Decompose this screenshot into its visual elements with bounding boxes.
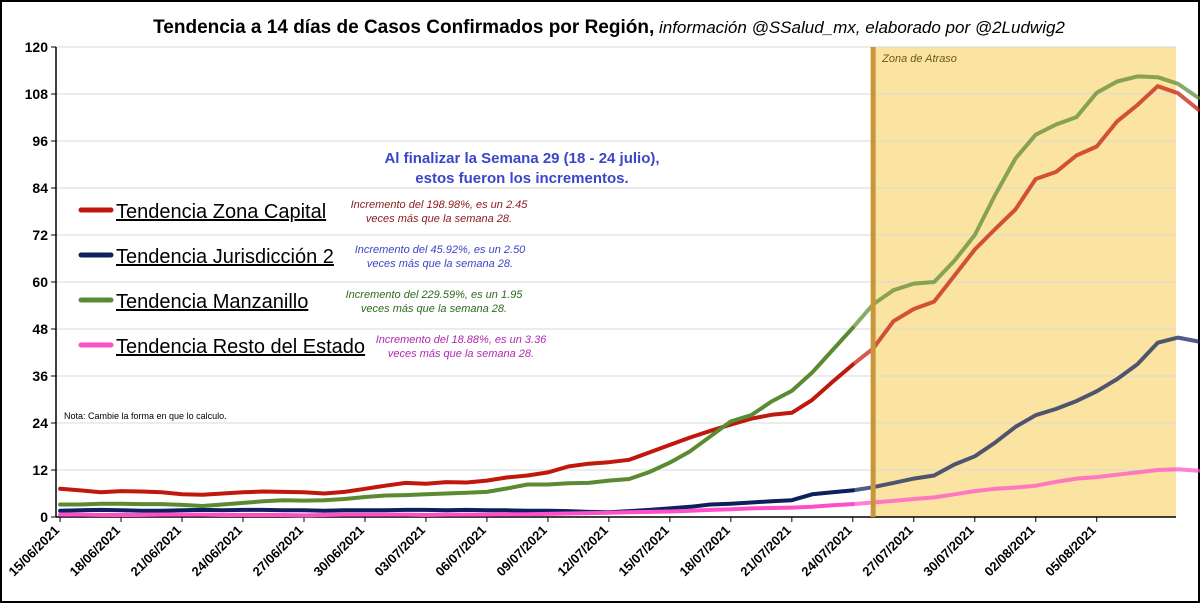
series-line-resto bbox=[58, 502, 855, 518]
x-tick-label: 30/07/2021 bbox=[920, 523, 977, 580]
y-tick-label: 72 bbox=[32, 227, 48, 243]
y-tick-label: 0 bbox=[40, 509, 48, 525]
legend-increment-note: Incremento del 18.88%, es un 3.36 bbox=[376, 334, 547, 346]
legend-increment-note: Incremento del 45.92%, es un 2.50 bbox=[355, 244, 526, 256]
y-axis-ticks: 0 12 24 36 48 60 72 84 96 108 120 bbox=[25, 39, 56, 525]
y-tick-label: 24 bbox=[32, 415, 48, 431]
legend-increment-note: Incremento del 229.59%, es un 1.95 bbox=[346, 289, 524, 301]
x-tick-label: 05/08/2021 bbox=[1042, 523, 1099, 580]
delay-zone-label: Zona de Atraso bbox=[881, 53, 957, 65]
x-tick-label: 30/06/2021 bbox=[310, 523, 367, 580]
legend-label: Tendencia Jurisdicción 2 bbox=[116, 246, 334, 268]
x-tick-label: 27/06/2021 bbox=[249, 523, 306, 580]
series-lines bbox=[58, 74, 1200, 518]
x-tick-label: 21/06/2021 bbox=[128, 523, 185, 580]
series-line-manzanillo-delayed bbox=[850, 74, 1200, 330]
legend: Tendencia Zona Capital Incremento del 198… bbox=[78, 199, 547, 360]
legend-label: Tendencia Zona Capital bbox=[116, 201, 326, 223]
chart-title-sub: información @SSalud_mx, elaborado por @2… bbox=[654, 18, 1065, 37]
x-tick-label: 06/07/2021 bbox=[432, 523, 489, 580]
chart-title-main: Tendencia a 14 días de Casos Confirmados… bbox=[153, 17, 654, 38]
legend-increment-note: veces más que la semana 28. bbox=[361, 303, 507, 315]
x-tick-label: 27/07/2021 bbox=[859, 523, 916, 580]
x-tick-label: 03/07/2021 bbox=[371, 523, 428, 580]
x-axis-ticks: 15/06/2021 18/06/2021 21/06/2021 24/06/2021… bbox=[6, 517, 1099, 579]
calc-note: Nota: Cambie la forma en que lo calculo. bbox=[64, 411, 227, 421]
annotation-line-1: Al finalizar la Semana 29 (18 - 24 julio… bbox=[384, 150, 659, 167]
x-tick-label: 15/07/2021 bbox=[615, 523, 672, 580]
y-tick-label: 120 bbox=[25, 39, 49, 55]
annotation-line-2: estos fueron los incrementos. bbox=[415, 170, 628, 187]
chart-title: Tendencia a 14 días de Casos Confirmados… bbox=[153, 17, 1065, 38]
series-line-zona_capital bbox=[58, 362, 855, 497]
y-tick-label: 12 bbox=[32, 462, 48, 478]
legend-increment-note: veces más que la semana 28. bbox=[388, 348, 534, 360]
y-tick-label: 36 bbox=[32, 368, 48, 384]
y-tick-label: 108 bbox=[25, 86, 49, 102]
x-tick-label: 15/06/2021 bbox=[6, 523, 63, 580]
x-tick-label: 21/07/2021 bbox=[737, 523, 794, 580]
y-tick-label: 84 bbox=[32, 180, 48, 196]
series-line-jurisdiccion2-delayed bbox=[850, 335, 1200, 493]
y-tick-label: 48 bbox=[32, 321, 48, 337]
y-tick-label: 96 bbox=[32, 133, 48, 149]
legend-label: Tendencia Resto del Estado bbox=[116, 336, 365, 358]
x-tick-label: 18/06/2021 bbox=[67, 523, 124, 580]
legend-label: Tendencia Manzanillo bbox=[116, 291, 308, 313]
x-tick-label: 09/07/2021 bbox=[493, 523, 550, 580]
legend-increment-note: veces más que la semana 28. bbox=[367, 258, 513, 270]
series-line-zona_capital-delayed bbox=[850, 84, 1200, 367]
legend-increment-note: veces más que la semana 28. bbox=[366, 213, 512, 225]
x-tick-label: 18/07/2021 bbox=[676, 523, 733, 580]
series-line-manzanillo bbox=[58, 325, 855, 508]
x-tick-label: 02/08/2021 bbox=[981, 523, 1038, 580]
legend-increment-note: Incremento del 198.98%, es un 2.45 bbox=[351, 199, 529, 211]
x-tick-label: 24/07/2021 bbox=[798, 523, 855, 580]
x-tick-label: 24/06/2021 bbox=[189, 523, 246, 580]
series-line-resto-delayed bbox=[850, 467, 1200, 507]
y-tick-label: 60 bbox=[32, 274, 48, 290]
series-line-jurisdiccion2 bbox=[58, 488, 855, 515]
x-tick-label: 12/07/2021 bbox=[554, 523, 611, 580]
